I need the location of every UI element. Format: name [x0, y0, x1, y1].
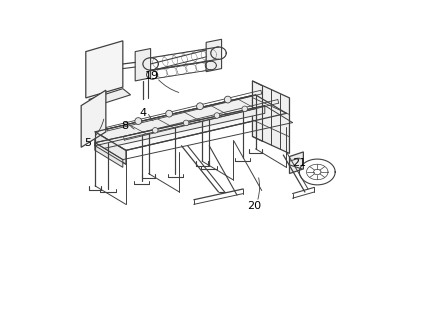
Polygon shape: [95, 95, 256, 146]
Polygon shape: [81, 90, 106, 147]
Polygon shape: [289, 152, 303, 174]
Text: 20: 20: [247, 201, 261, 211]
Polygon shape: [135, 49, 151, 81]
Text: 8: 8: [121, 121, 128, 131]
Circle shape: [166, 110, 173, 117]
Circle shape: [242, 106, 247, 112]
Text: 19: 19: [145, 71, 159, 81]
Text: 21: 21: [291, 158, 306, 168]
Text: 5: 5: [84, 138, 91, 148]
Polygon shape: [206, 39, 222, 72]
Circle shape: [135, 118, 142, 124]
Polygon shape: [95, 132, 126, 164]
Polygon shape: [86, 41, 123, 98]
Polygon shape: [95, 106, 265, 150]
Circle shape: [153, 127, 158, 133]
Circle shape: [197, 103, 203, 110]
Polygon shape: [95, 143, 123, 167]
Polygon shape: [89, 89, 131, 106]
Polygon shape: [95, 95, 286, 150]
Circle shape: [224, 96, 231, 103]
Polygon shape: [253, 81, 289, 153]
Circle shape: [214, 113, 220, 118]
Circle shape: [183, 120, 189, 126]
Text: 4: 4: [139, 108, 146, 118]
